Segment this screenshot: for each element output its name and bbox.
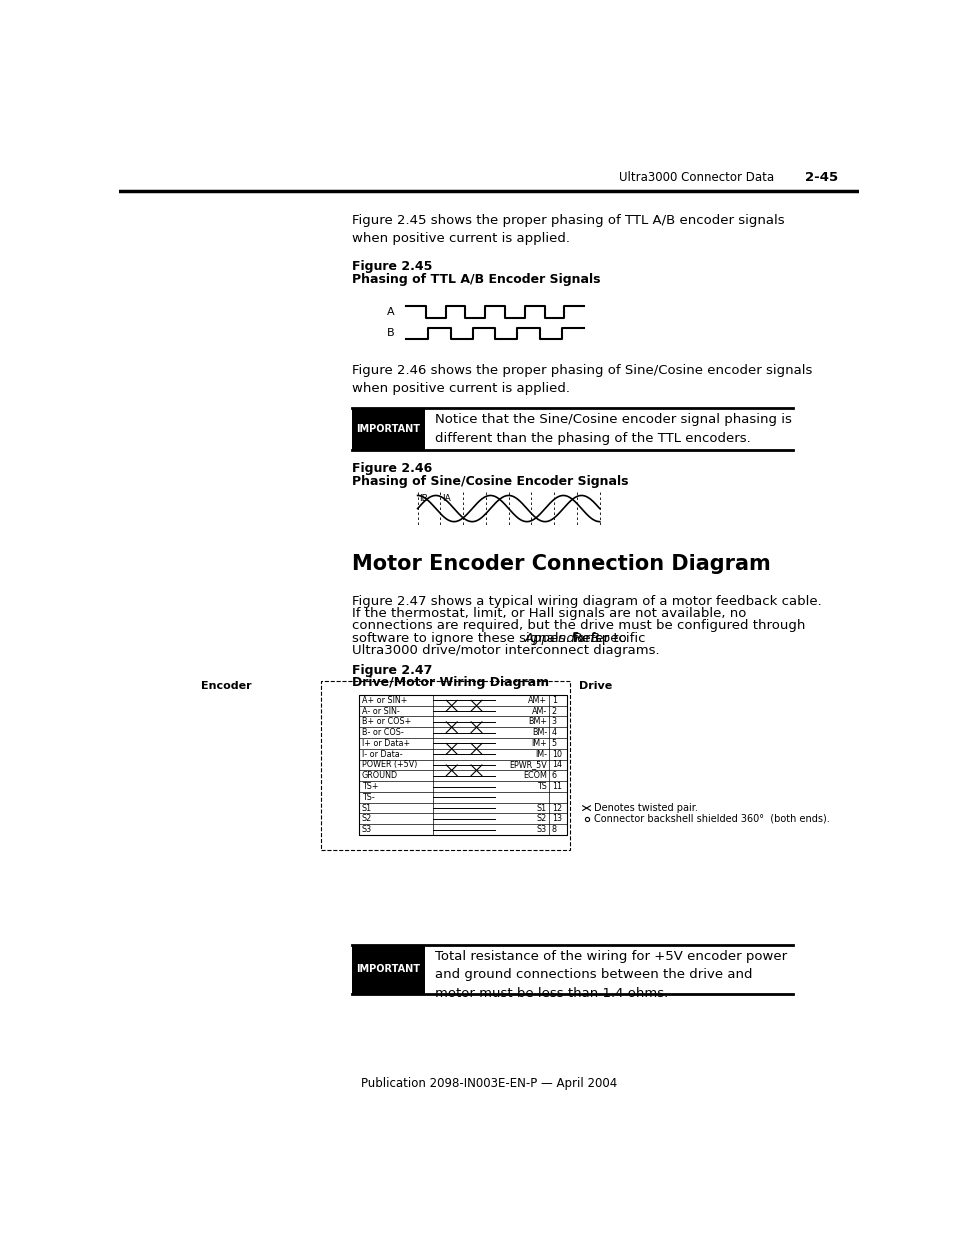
Text: Publication 2098-IN003E-EN-P — April 2004: Publication 2098-IN003E-EN-P — April 200…	[360, 1077, 617, 1091]
Text: AM-: AM-	[531, 706, 546, 715]
Text: Denotes twisted pair.: Denotes twisted pair.	[594, 803, 698, 813]
Text: 13: 13	[551, 814, 561, 824]
Text: I+ or Data+: I+ or Data+	[361, 739, 410, 748]
Text: Phasing of Sine/Cosine Encoder Signals: Phasing of Sine/Cosine Encoder Signals	[352, 474, 628, 488]
Text: 3: 3	[551, 718, 557, 726]
Text: Notice that the Sine/Cosine encoder signal phasing is
different than the phasing: Notice that the Sine/Cosine encoder sign…	[435, 412, 792, 445]
Text: IMPORTANT: IMPORTANT	[355, 965, 419, 974]
Text: A: A	[386, 306, 394, 317]
Text: B- or COS-: B- or COS-	[361, 729, 403, 737]
Text: BM-: BM-	[531, 729, 546, 737]
Text: Drive: Drive	[578, 680, 612, 692]
Text: for specific: for specific	[567, 632, 644, 645]
Text: 1: 1	[551, 695, 557, 705]
Text: B: B	[386, 329, 394, 338]
Text: Ultra3000 drive/motor interconnect diagrams.: Ultra3000 drive/motor interconnect diagr…	[352, 645, 659, 657]
Text: IA: IA	[441, 494, 450, 503]
Text: 2-45: 2-45	[804, 170, 838, 184]
Text: B+ or COS+: B+ or COS+	[361, 718, 411, 726]
Text: Ultra3000 Connector Data: Ultra3000 Connector Data	[618, 170, 774, 184]
Text: IM+: IM+	[531, 739, 546, 748]
Text: Motor Encoder Connection Diagram: Motor Encoder Connection Diagram	[352, 555, 770, 574]
Text: 2: 2	[551, 706, 557, 715]
Text: software to ignore these signals. Refer to: software to ignore these signals. Refer …	[352, 632, 630, 645]
Text: 10: 10	[551, 750, 561, 758]
Text: Figure 2.45 shows the proper phasing of TTL A/B encoder signals
when positive cu: Figure 2.45 shows the proper phasing of …	[352, 214, 783, 245]
Text: Phasing of TTL A/B Encoder Signals: Phasing of TTL A/B Encoder Signals	[352, 273, 599, 287]
Text: S2: S2	[537, 814, 546, 824]
Text: Figure 2.45: Figure 2.45	[352, 259, 432, 273]
Text: Drive/Motor Wiring Diagram: Drive/Motor Wiring Diagram	[352, 677, 548, 689]
Text: ECOM: ECOM	[522, 771, 546, 781]
Bar	[352, 409, 425, 450]
Text: If the thermostat, limit, or Hall signals are not available, no: If the thermostat, limit, or Hall signal…	[352, 608, 745, 620]
Text: Encoder: Encoder	[200, 680, 251, 692]
Text: TS: TS	[537, 782, 546, 792]
Text: 6: 6	[551, 771, 557, 781]
Text: TS-: TS-	[361, 793, 375, 802]
Text: TS+: TS+	[361, 782, 378, 792]
Text: I- or Data-: I- or Data-	[361, 750, 402, 758]
Text: EPWR_5V: EPWR_5V	[509, 761, 546, 769]
Text: 5: 5	[551, 739, 557, 748]
Text: AM+: AM+	[528, 695, 546, 705]
Text: S1: S1	[361, 804, 372, 813]
Text: S1: S1	[537, 804, 546, 813]
Text: IB: IB	[418, 494, 428, 503]
Text: POWER (+5V): POWER (+5V)	[361, 761, 416, 769]
Bar	[352, 945, 425, 994]
Text: IMPORTANT: IMPORTANT	[355, 425, 419, 435]
Text: BM+: BM+	[528, 718, 546, 726]
Bar	[359, 695, 567, 835]
Text: S3: S3	[537, 825, 546, 834]
Text: S3: S3	[361, 825, 372, 834]
Text: Total resistance of the wiring for +5V encoder power
and ground connections betw: Total resistance of the wiring for +5V e…	[435, 950, 787, 1000]
Text: A+ or SIN+: A+ or SIN+	[361, 695, 407, 705]
Text: 8: 8	[551, 825, 557, 834]
Text: Figure 2.46 shows the proper phasing of Sine/Cosine encoder signals
when positiv: Figure 2.46 shows the proper phasing of …	[352, 364, 811, 395]
Text: 12: 12	[551, 804, 561, 813]
Text: Figure 2.46: Figure 2.46	[352, 462, 432, 475]
Text: Figure 2.47: Figure 2.47	[352, 664, 432, 677]
Text: 14: 14	[551, 761, 561, 769]
Text: IM-: IM-	[535, 750, 546, 758]
Text: GROUND: GROUND	[361, 771, 397, 781]
Text: Figure 2.47 shows a typical wiring diagram of a motor feedback cable.: Figure 2.47 shows a typical wiring diagr…	[352, 595, 821, 608]
Text: 4: 4	[551, 729, 557, 737]
Text: Appendix B: Appendix B	[524, 632, 600, 645]
Text: S2: S2	[361, 814, 372, 824]
Text: 11: 11	[551, 782, 561, 792]
Bar	[320, 680, 569, 851]
Text: connections are required, but the drive must be configured through: connections are required, but the drive …	[352, 620, 804, 632]
Text: Connector backshell shielded 360°  (both ends).: Connector backshell shielded 360° (both …	[594, 814, 829, 824]
Text: A- or SIN-: A- or SIN-	[361, 706, 399, 715]
